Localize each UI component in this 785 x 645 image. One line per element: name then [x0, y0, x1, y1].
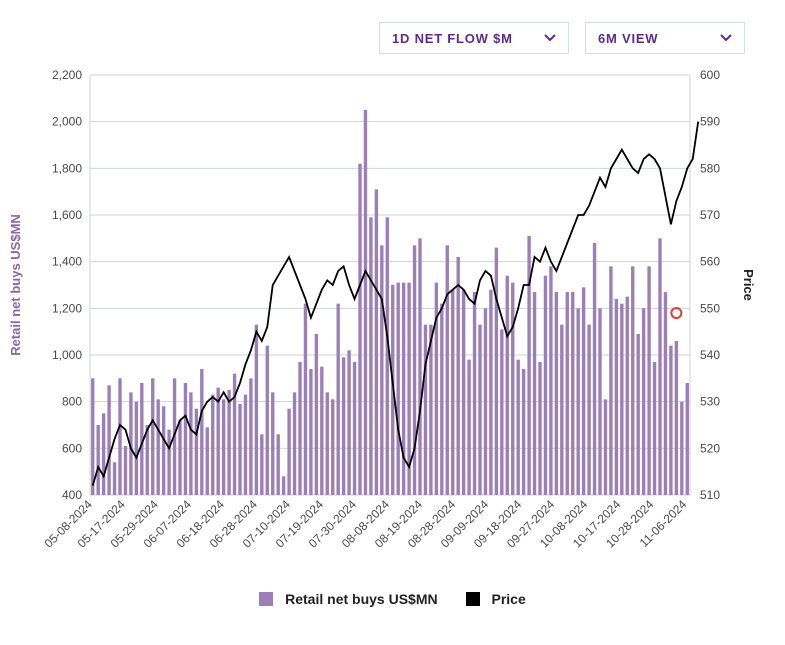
view-dropdown-label: 6M VIEW: [598, 31, 658, 46]
svg-text:550: 550: [700, 301, 720, 315]
svg-text:1,600: 1,600: [52, 208, 82, 222]
legend-swatch-line: [466, 592, 480, 606]
svg-text:600: 600: [62, 441, 82, 455]
legend: Retail net buys US$MN Price: [0, 591, 785, 607]
svg-text:Price: Price: [741, 269, 756, 301]
view-dropdown[interactable]: 6M VIEW: [585, 22, 745, 54]
svg-text:1,200: 1,200: [52, 301, 82, 315]
legend-item-line: Price: [466, 591, 526, 607]
svg-text:580: 580: [700, 161, 720, 175]
svg-text:560: 560: [700, 255, 720, 269]
svg-text:520: 520: [700, 441, 720, 455]
svg-text:400: 400: [62, 488, 82, 502]
svg-text:1,800: 1,800: [52, 161, 82, 175]
svg-text:540: 540: [700, 348, 720, 362]
chevron-down-icon: [720, 34, 732, 42]
legend-item-bars: Retail net buys US$MN: [259, 591, 437, 607]
svg-text:570: 570: [700, 208, 720, 222]
svg-text:2,000: 2,000: [52, 115, 82, 129]
legend-swatch-bars: [259, 592, 273, 606]
svg-text:530: 530: [700, 395, 720, 409]
svg-text:590: 590: [700, 115, 720, 129]
svg-text:2,200: 2,200: [52, 68, 82, 82]
svg-text:600: 600: [700, 68, 720, 82]
chevron-down-icon: [544, 34, 556, 42]
legend-label-bars: Retail net buys US$MN: [285, 591, 437, 607]
svg-text:510: 510: [700, 488, 720, 502]
netflow-dropdown-label: 1D NET FLOW $M: [392, 31, 513, 46]
retail-flow-chart: 400 600 800 1,000 1,200 1,400 1,600 1,800 2,000 2…: [0, 60, 785, 560]
legend-label-line: Price: [492, 591, 526, 607]
svg-text:1,000: 1,000: [52, 348, 82, 362]
svg-text:1,400: 1,400: [52, 255, 82, 269]
svg-text:Retail net buys US$MN: Retail net buys US$MN: [8, 214, 23, 356]
netflow-dropdown[interactable]: 1D NET FLOW $M: [379, 22, 569, 54]
svg-text:800: 800: [62, 395, 82, 409]
